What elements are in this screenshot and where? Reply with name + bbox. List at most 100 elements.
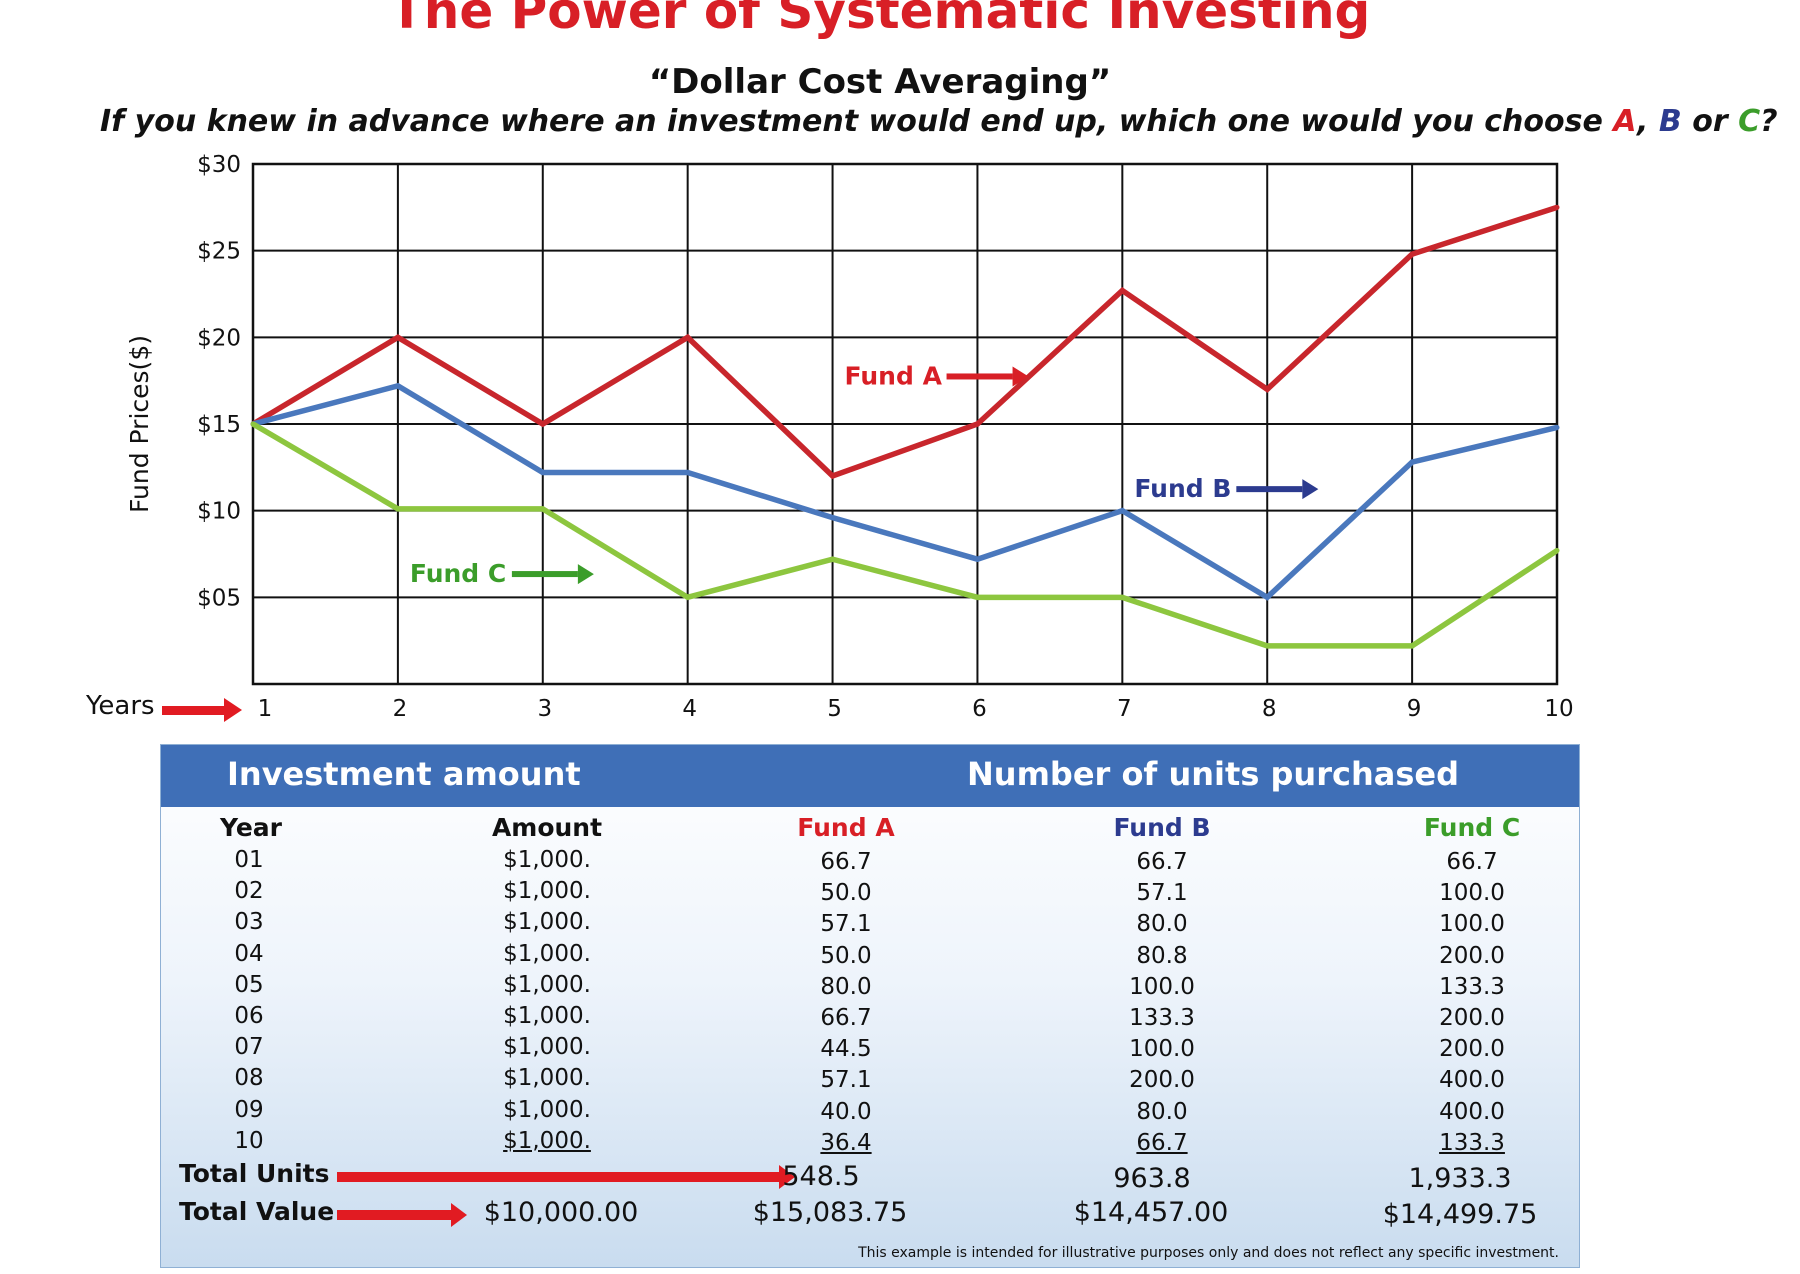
- x-tick-label: 3: [537, 696, 552, 722]
- fund-a-annotation: Fund A: [845, 361, 943, 390]
- question-or: or: [1692, 104, 1728, 139]
- table-cell-amount: $1,000.: [503, 1096, 591, 1123]
- table-cell-amount: $1,000.: [503, 847, 591, 873]
- y-tick-label: $05: [197, 585, 241, 611]
- fund-c-point: [540, 506, 546, 512]
- table-cell-fund-a: 36.4: [820, 1129, 872, 1156]
- table-cell-amount: $1,000.: [503, 940, 591, 967]
- table-cell-amount: $1,000.: [503, 1003, 591, 1029]
- table-cell-fund-a: 80.0: [820, 973, 872, 1000]
- table-cell-fund-c: 200.0: [1439, 1005, 1505, 1031]
- table-cell-fund-a: 66.7: [820, 849, 872, 875]
- table-cell-fund-a: 50.0: [820, 880, 872, 907]
- column-header-year: Year: [220, 813, 282, 842]
- y-tick-label: $15: [197, 412, 241, 438]
- table-cell-fund-b: 66.7: [1136, 1129, 1188, 1156]
- table-cell-fund-b: 80.0: [1136, 1098, 1188, 1125]
- table-cell-amount: $1,000.: [503, 971, 591, 998]
- question-text: If you knew in advance where an investme…: [100, 104, 1778, 139]
- x-tick-label: 9: [1407, 696, 1422, 722]
- page-title: The Power of Systematic Investing: [389, 0, 1371, 40]
- fund-a-line: [251, 204, 1558, 480]
- table-cell-fund-c: 200.0: [1439, 942, 1505, 969]
- fund-b-point: [540, 470, 546, 476]
- option-c: C: [1738, 104, 1761, 139]
- page-subtitle: “Dollar Cost Averaging”: [648, 62, 1112, 102]
- table-cell-fund-c: 133.3: [1439, 973, 1505, 1000]
- y-axis-label: Fund Prices($): [125, 335, 154, 513]
- table-cell-fund-b: 80.0: [1136, 911, 1188, 938]
- table-cell-year: 05: [234, 971, 264, 998]
- option-a: A: [1613, 104, 1638, 139]
- fund-c-point: [1409, 643, 1415, 649]
- fund-a-point: [1119, 288, 1125, 294]
- question-body: If you knew in advance where an investme…: [100, 104, 1603, 139]
- x-tick-label: 1: [258, 696, 273, 722]
- table-cell-fund-c: 100.0: [1439, 880, 1505, 907]
- total-value-fund-b: $14,457.00: [1073, 1197, 1229, 1228]
- fund-b-point: [1264, 594, 1270, 600]
- table-cell-fund-c: 200.0: [1439, 1036, 1505, 1063]
- fund-b-arrow-head: [1302, 479, 1319, 500]
- table-cell-fund-a: 44.5: [820, 1036, 872, 1063]
- fund-c-point: [1119, 594, 1125, 600]
- total-value-fund-a: $15,083.75: [752, 1197, 908, 1228]
- table-cell-fund-a: 66.7: [820, 1005, 872, 1031]
- option-b: B: [1658, 104, 1682, 139]
- total-units-fund-c: 1,933.3: [1408, 1163, 1512, 1194]
- fund-a-arrow-head: [1012, 366, 1029, 387]
- table-cell-year: 07: [234, 1034, 264, 1061]
- table-cell-year: 08: [234, 1065, 264, 1092]
- table-cell-fund-c: 100.0: [1439, 911, 1505, 938]
- fund-c-point: [685, 594, 691, 600]
- fund-b-point: [685, 470, 691, 476]
- fund-a-point: [1409, 251, 1415, 257]
- y-tick-label: $30: [197, 152, 241, 178]
- disclaimer: This example is intended for illustrativ…: [858, 1245, 1559, 1261]
- fund-price-chart: $05 $10 $15 $20 $25 $30 1 2 3 4 5 6 7 8 9 10 Fund Prices…: [85, 152, 1574, 722]
- y-tick-label: $25: [197, 239, 241, 265]
- table-cell-year: 03: [234, 909, 264, 936]
- fund-a-arrow-shaft: [946, 373, 1013, 380]
- fund-c-point: [395, 506, 401, 512]
- x-tick-label: 4: [682, 696, 697, 722]
- fund-b-point: [1119, 508, 1125, 514]
- fund-b-point: [1554, 424, 1560, 430]
- fund-b-line: [252, 382, 1558, 601]
- fund-c-line: [251, 421, 1559, 649]
- years-arrow-shaft: [162, 706, 224, 715]
- table-cell-year: 04: [234, 940, 264, 967]
- table-cell-year: 02: [234, 878, 264, 905]
- y-tick-label: $20: [197, 325, 241, 351]
- total-value-fund-c: $14,499.75: [1382, 1199, 1538, 1230]
- table-cell-fund-b: 200.0: [1129, 1067, 1195, 1094]
- table-cell-fund-b: 100.0: [1129, 1036, 1195, 1063]
- x-tick-label: 2: [393, 696, 408, 722]
- table-cell-fund-a: 57.1: [820, 911, 872, 938]
- chart-annotations: Fund A Fund B Fund C: [410, 361, 1319, 588]
- table-cell-fund-c: 400.0: [1439, 1098, 1505, 1125]
- table-cell-amount: $1,000.: [503, 878, 591, 905]
- table-cell-fund-b: 66.7: [1136, 849, 1188, 875]
- table-cell-fund-b: 57.1: [1136, 880, 1188, 907]
- fund-c-point: [250, 421, 256, 427]
- fund-c-arrow-head: [577, 564, 594, 585]
- x-tick-label: 5: [827, 696, 842, 722]
- table-cell-fund-a: 50.0: [820, 942, 872, 969]
- table-cell-fund-b: 133.3: [1129, 1005, 1195, 1031]
- fund-c-annotation: Fund C: [410, 559, 506, 588]
- fund-c-point: [1264, 643, 1270, 649]
- x-tick-label: 10: [1544, 696, 1573, 722]
- fund-b-point: [1409, 459, 1415, 465]
- column-header-fund-a: Fund A: [797, 813, 895, 842]
- fund-a-point: [1264, 386, 1270, 392]
- table-cell-amount: $1,000.: [503, 1034, 591, 1061]
- table-cell-amount: $1,000.: [503, 909, 591, 936]
- table-cell-fund-c: 133.3: [1439, 1129, 1505, 1156]
- table-cell-year: 06: [234, 1003, 264, 1029]
- fund-b-point: [395, 383, 401, 389]
- table-cell-year: 01: [234, 847, 264, 873]
- table-cell-fund-a: 40.0: [820, 1098, 872, 1125]
- fund-a-point: [974, 421, 980, 427]
- table-cell-amount: $1,000.: [503, 1127, 591, 1154]
